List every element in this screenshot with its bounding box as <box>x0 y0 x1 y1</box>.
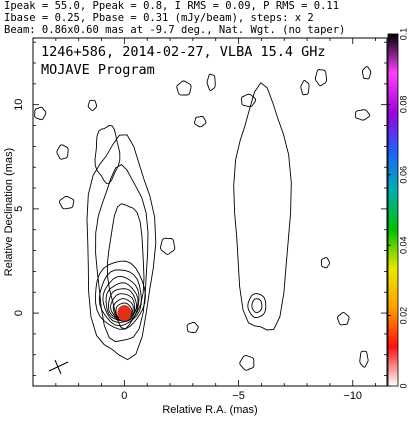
header-line-1: Ipeak = 55.0, Ppeak = 0.8, I RMS = 0.09,… <box>4 0 339 12</box>
x-axis-ticks: 0 −5 −10 <box>32 38 376 402</box>
jet-contour <box>86 134 157 361</box>
colorbar-tick-label: 0 <box>398 383 408 388</box>
noise-contour <box>361 66 372 80</box>
noise-contour <box>314 69 328 87</box>
noise-contour <box>240 93 257 108</box>
contour-lines <box>34 66 372 371</box>
halo-contour <box>247 293 267 319</box>
noise-contour <box>34 106 47 121</box>
noise-contour <box>359 350 369 368</box>
chart-subtitle: MOJAVE Program <box>41 62 155 78</box>
colorbar-tick-label: 0.1 <box>398 28 408 41</box>
y-tick-label: 10 <box>13 99 25 111</box>
noise-contour <box>194 116 207 128</box>
jet-contour <box>106 203 145 330</box>
beam-marker <box>48 359 69 375</box>
core-contour <box>105 282 139 322</box>
y-axis-ticks: 0 5 10 <box>13 41 387 376</box>
noise-contour <box>87 99 98 111</box>
noise-contour <box>337 312 350 326</box>
colorbar <box>387 33 399 387</box>
y-tick-label: 5 <box>13 206 25 212</box>
noise-contour <box>206 73 216 91</box>
x-tick-label: −10 <box>343 390 362 402</box>
noise-contour <box>354 109 371 121</box>
x-axis-label: Relative R.A. (mas) <box>162 404 257 416</box>
noise-contour <box>59 195 75 210</box>
core-contour <box>102 275 140 323</box>
header-line-3: Beam: 0.86x0.60 mas at -9.7 deg., Nat. W… <box>4 24 345 36</box>
halo-contour <box>233 82 292 331</box>
plot-frame <box>32 37 388 387</box>
noise-contour <box>160 237 176 255</box>
x-tick-label: −5 <box>232 390 245 402</box>
noise-contour <box>56 144 69 160</box>
colorbar-tick-label: 0.06 <box>398 166 408 184</box>
y-axis-label: Relative Declination (mas) <box>3 148 15 276</box>
noise-contour <box>320 257 330 269</box>
colorbar-tick-label: 0.04 <box>398 236 408 254</box>
chart-title: 1246+586, 2014-02-27, VLBA 15.4 GHz <box>41 44 325 60</box>
y-tick-label: 0 <box>13 310 25 316</box>
colorbar-ticks: 0 0.02 0.04 0.06 0.08 0.1 <box>388 28 408 389</box>
jet-contour <box>94 125 121 184</box>
colorbar-tick-label: 0.08 <box>398 96 408 114</box>
core-fill <box>117 305 132 322</box>
noise-contour <box>176 80 192 96</box>
x-tick-label: 0 <box>121 390 127 402</box>
core-contour <box>95 260 146 330</box>
colorbar-tick-label: 0.02 <box>398 307 408 325</box>
noise-contour <box>186 322 199 334</box>
noise-contour <box>300 80 310 96</box>
header-line-2: Ibase = 0.25, Pbase = 0.31 (mJy/beam), s… <box>4 12 314 24</box>
noise-contour <box>239 355 255 371</box>
core-contour <box>98 269 142 327</box>
jet-contour <box>95 164 149 343</box>
halo-contour <box>251 298 263 314</box>
